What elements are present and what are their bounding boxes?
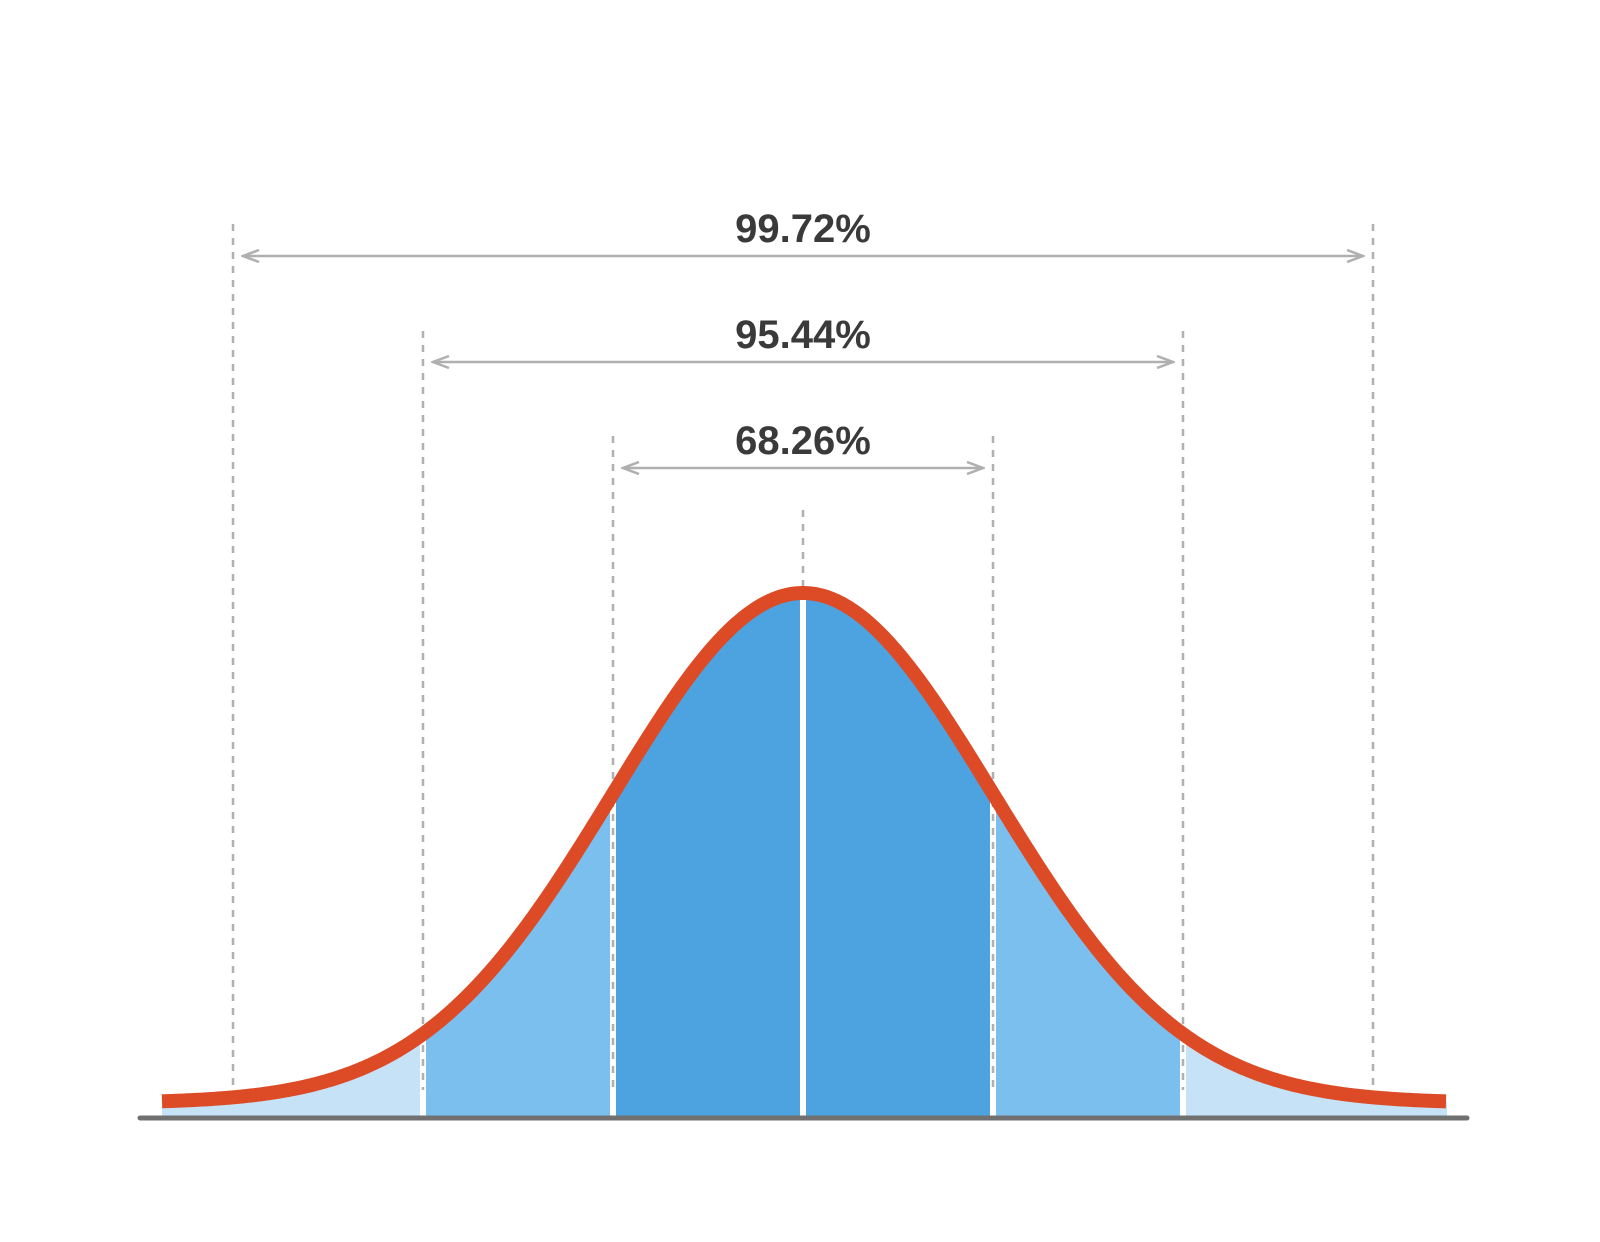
guide-lines — [231, 224, 1375, 1090]
span-label: 68.26% — [735, 419, 871, 463]
area — [613, 593, 803, 1116]
span-label: 95.44% — [735, 313, 871, 357]
shaded-areas — [162, 593, 1447, 1116]
area — [803, 593, 993, 1116]
span-label: 99.72% — [735, 207, 871, 251]
bell-curve — [161, 586, 1447, 1109]
